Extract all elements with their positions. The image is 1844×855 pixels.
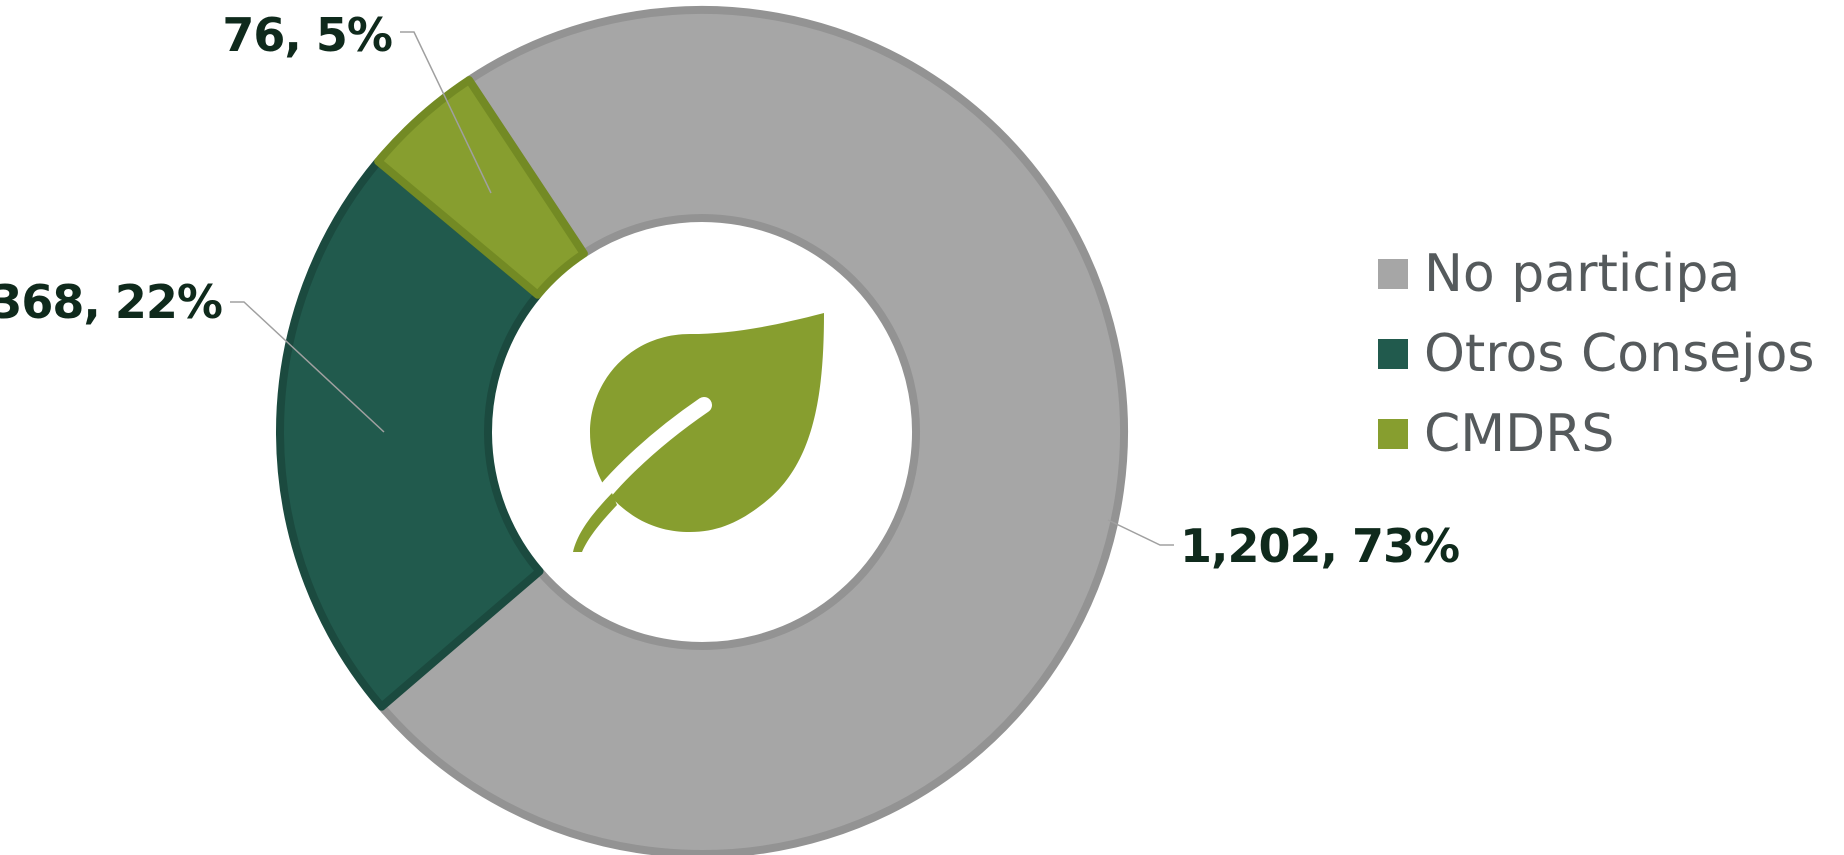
leaf-icon — [573, 313, 824, 552]
legend-label-otros-consejos: Otros Consejos — [1424, 324, 1815, 384]
legend-swatch-otros-consejos — [1378, 339, 1408, 369]
data-label-cmdrs: 76, 5% — [222, 8, 392, 62]
legend-label-cmdrs: CMDRS — [1424, 404, 1614, 464]
legend-swatch-no-participa — [1378, 259, 1408, 289]
legend: No participa Otros Consejos CMDRS — [1378, 244, 1815, 464]
data-label-no-participa: 1,202, 73% — [1180, 519, 1459, 573]
legend-swatch-cmdrs — [1378, 419, 1408, 449]
legend-label-no-participa: No participa — [1424, 244, 1740, 304]
data-label-otros-consejos: 368, 22% — [0, 275, 222, 329]
